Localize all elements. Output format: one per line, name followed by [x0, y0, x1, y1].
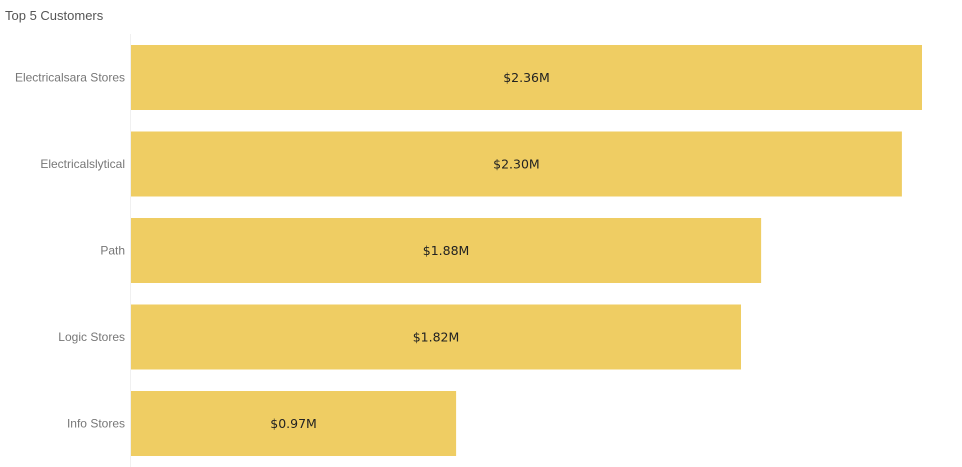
bar-1 — [131, 131, 902, 197]
bar-0 — [131, 45, 922, 110]
value-label: $0.97M — [270, 416, 317, 431]
bar-2 — [131, 218, 762, 283]
category-label: Electricalslytical — [40, 157, 125, 171]
chart-title: Top 5 Customers — [5, 8, 104, 23]
bars-group: Electricalsara Stores $2.36M Electricalsly… — [15, 45, 922, 456]
category-label: Electricalsara Stores — [15, 71, 125, 85]
bar-3 — [131, 304, 742, 370]
category-label: Logic Stores — [58, 330, 125, 344]
value-label: $1.82M — [413, 330, 460, 345]
value-label: $2.36M — [503, 70, 550, 85]
value-label: $1.88M — [423, 243, 470, 258]
value-label: $2.30M — [493, 157, 540, 172]
bar-4 — [131, 391, 457, 456]
category-label: Path — [100, 244, 125, 258]
category-label: Info Stores — [67, 417, 125, 431]
